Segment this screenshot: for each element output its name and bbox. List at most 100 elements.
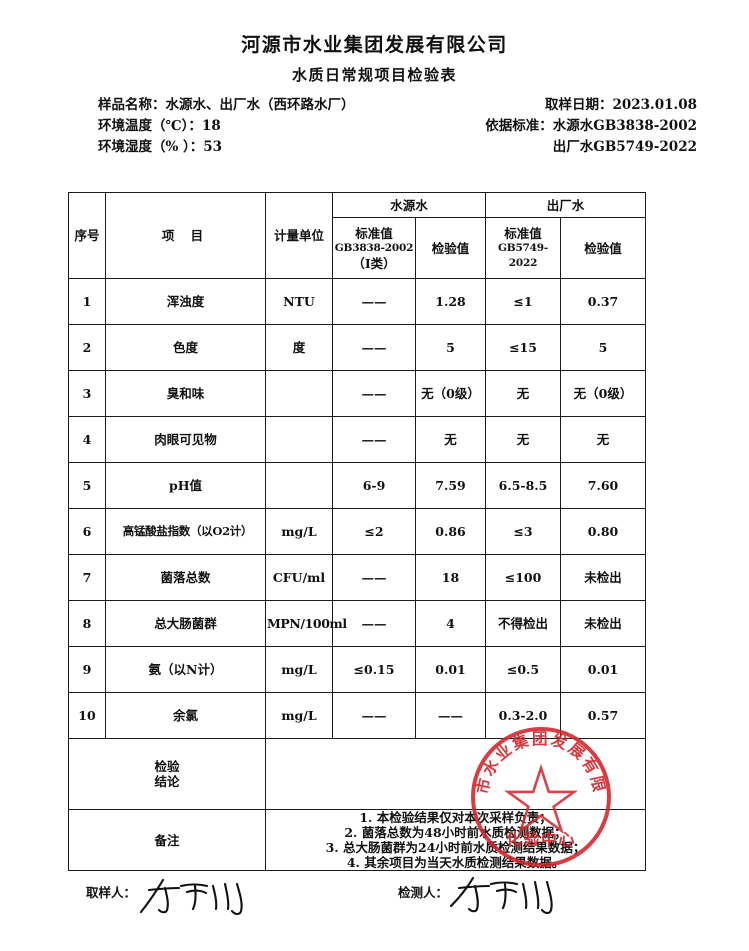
cell-finished-standard: 6.5-8.5 — [485, 462, 562, 509]
table-row: 10 余氯 mg/L —— —— 0.3-2.0 0.57 — [68, 692, 647, 739]
cell-no: 10 — [68, 692, 106, 739]
cell-finished-measured: 0.37 — [560, 278, 647, 325]
sampler-label: 取样人： — [86, 885, 137, 900]
document-page: 河源市水业集团发展有限公司 水质日常规项目检验表 样品名称：水源水、出厂水（西环… — [0, 30, 749, 951]
cell-unit — [265, 370, 333, 417]
cell-no: 8 — [68, 600, 106, 647]
cell-finished-standard: ≤100 — [485, 554, 562, 601]
sampler-signature-mark — [137, 876, 252, 921]
cell-finished-measured: 5 — [560, 324, 647, 371]
remarks-content: 1. 本检验结果仅对本次采样负责； 2. 菌落总数为48小时前水质检测数据； 3… — [264, 809, 647, 871]
cell-no: 7 — [68, 554, 106, 601]
cell-source-measured: 0.86 — [414, 508, 487, 555]
header-finished-standard-line1: 标准值 — [504, 225, 542, 241]
cell-source-measured: 5 — [414, 324, 487, 371]
cell-source-standard: —— — [332, 370, 416, 417]
cell-unit — [265, 462, 333, 509]
conclusion-label: 检验 结论 — [68, 738, 266, 810]
table-sub-header-row: 标准值 GB3838-2002 （Ⅰ类） 检验值 标准值 GB5749-2022… — [69, 217, 647, 279]
remarks-label: 备注 — [68, 809, 266, 871]
cell-finished-measured: 7.60 — [560, 462, 647, 509]
meta-row-humidity: 环境湿度（% ）：53 出厂水GB5749-2022 — [98, 137, 697, 158]
table-body: 1 浑浊度 NTU —— 1.28 ≤1 0.37 2 色度 度 —— 5 ≤1… — [68, 278, 647, 871]
cell-source-standard: ≤0.15 — [332, 646, 416, 693]
table-head: 序号 项 目 计量单位 水源水 出厂水 标准值 GB3838-2002 （Ⅰ类）… — [68, 192, 647, 279]
cell-finished-standard: 无 — [485, 416, 562, 463]
cell-finished-measured: 未检出 — [560, 554, 647, 601]
cell-item: 肉眼可见物 — [105, 416, 266, 463]
header-source-measured: 检验值 — [414, 217, 487, 279]
table-group-header-row: 序号 项 目 计量单位 水源水 出厂水 — [68, 192, 647, 279]
cell-source-standard: —— — [332, 324, 416, 371]
cell-source-standard: —— — [332, 416, 416, 463]
cell-unit: CFU/ml — [265, 554, 333, 601]
cell-finished-standard: 不得检出 — [485, 600, 562, 647]
cell-unit: mg/L — [265, 692, 333, 739]
cell-source-standard: —— — [332, 692, 416, 739]
header-finished-standard-line2: GB5749-2022 — [498, 241, 549, 269]
table-row: 3 臭和味 —— 无（0级） 无 无（0级） — [68, 370, 647, 417]
tester-signature-block: 检测人： — [398, 876, 564, 921]
remark-line: 3. 总大肠菌群为24小时前水质检测结果数据； — [325, 840, 586, 855]
tester-signature-mark — [449, 876, 564, 921]
header-no: 序号 — [68, 192, 106, 279]
cell-finished-measured: 无（0级） — [560, 370, 647, 417]
cell-finished-standard: 0.3-2.0 — [485, 692, 562, 739]
table-row: 2 色度 度 —— 5 ≤15 5 — [68, 324, 647, 371]
header-unit: 计量单位 — [265, 192, 333, 279]
cell-unit: NTU — [265, 278, 333, 325]
header-item: 项 目 — [105, 192, 266, 279]
cell-item: pH值 — [105, 462, 266, 509]
cell-finished-standard: ≤1 — [485, 278, 562, 325]
cell-no: 3 — [68, 370, 106, 417]
cell-finished-measured: 0.80 — [560, 508, 647, 555]
signature-area: 取样人： 检测人： — [68, 876, 668, 936]
cell-source-measured: 无（0级） — [414, 370, 487, 417]
cell-source-measured: 4 — [414, 600, 487, 647]
cell-finished-measured: 0.57 — [560, 692, 647, 739]
cell-source-standard: —— — [332, 600, 416, 647]
sample-date: 取样日期：2023.01.08 — [544, 97, 697, 113]
environment-humidity: 环境湿度（% ）：53 — [98, 139, 223, 155]
environment-temperature: 环境温度（℃）：18 — [98, 118, 221, 134]
remark-line: 1. 本检验结果仅对本次采样负责； — [359, 810, 552, 825]
page-title: 河源市水业集团发展有限公司 — [241, 34, 508, 56]
cell-unit: mg/L — [265, 646, 333, 693]
cell-source-measured: 1.28 — [414, 278, 487, 325]
document-meta: 样品名称：水源水、出厂水（西环路水厂） 取样日期：2023.01.08 环境温度… — [0, 95, 749, 158]
header-group-finished-water: 出厂水 — [485, 192, 647, 218]
header-finished-measured: 检验值 — [560, 217, 647, 279]
meta-row-sample: 样品名称：水源水、出厂水（西环路水厂） 取样日期：2023.01.08 — [98, 95, 697, 116]
tester-label: 检测人： — [398, 885, 449, 900]
cell-source-measured: 0.01 — [414, 646, 487, 693]
cell-source-standard: —— — [332, 278, 416, 325]
table-row: 6 高锰酸盐指数（以O2计） mg/L ≤2 0.86 ≤3 0.80 — [68, 508, 647, 555]
table-row: 5 pH值 6-9 7.59 6.5-8.5 7.60 — [68, 462, 647, 509]
cell-no: 2 — [68, 324, 106, 371]
cell-unit: MPN/100ml — [265, 600, 347, 647]
cell-item: 菌落总数 — [105, 554, 266, 601]
cell-finished-standard: 无 — [485, 370, 562, 417]
header-group-source-water: 水源水 — [331, 192, 487, 218]
cell-no: 4 — [68, 416, 106, 463]
cell-unit — [265, 416, 333, 463]
header-source-standard: 标准值 GB3838-2002 （Ⅰ类） — [332, 217, 416, 279]
conclusion-value — [264, 738, 647, 810]
cell-unit: 度 — [265, 324, 333, 371]
cell-source-standard: ≤2 — [332, 508, 416, 555]
cell-source-measured: 无 — [414, 416, 487, 463]
sampler-signature-block: 取样人： — [86, 876, 252, 921]
standard-finished-water: 出厂水GB5749-2022 — [552, 139, 697, 155]
table-row: 4 肉眼可见物 —— 无 无 无 — [68, 416, 647, 463]
meta-row-temperature: 环境温度（℃）：18 依据标准：水源水GB3838-2002 — [98, 116, 697, 137]
inspection-table-wrap: 序号 项 目 计量单位 水源水 出厂水 标准值 GB3838-2002 （Ⅰ类）… — [68, 192, 647, 871]
cell-source-standard: —— — [332, 554, 416, 601]
cell-item: 高锰酸盐指数（以O2计） — [105, 508, 266, 555]
cell-item: 浑浊度 — [105, 278, 266, 325]
inspection-table: 序号 项 目 计量单位 水源水 出厂水 标准值 GB3838-2002 （Ⅰ类）… — [68, 192, 647, 871]
standard-source-water: 依据标准：水源水GB3838-2002 — [485, 118, 697, 134]
header-source-standard-line3: （Ⅰ类） — [352, 255, 396, 271]
cell-source-measured: 18 — [414, 554, 487, 601]
table-row: 7 菌落总数 CFU/ml —— 18 ≤100 未检出 — [68, 554, 647, 601]
cell-source-measured: 7.59 — [414, 462, 487, 509]
